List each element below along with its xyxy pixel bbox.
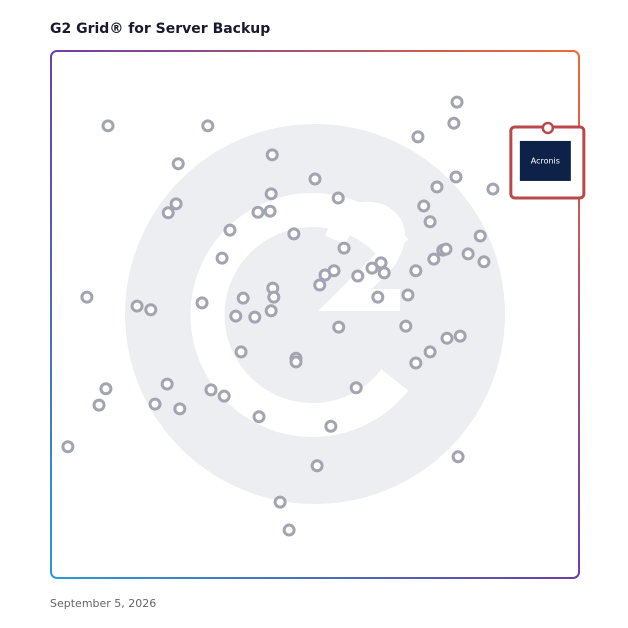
product-dot bbox=[267, 290, 281, 304]
product-dot bbox=[204, 383, 218, 397]
product-dot bbox=[461, 247, 475, 261]
product-dot bbox=[171, 157, 185, 171]
product-dot bbox=[374, 256, 388, 270]
product-dot bbox=[439, 242, 453, 256]
product-dot bbox=[229, 309, 243, 323]
product-dot bbox=[195, 296, 209, 310]
product-dot bbox=[161, 206, 175, 220]
product-dot bbox=[332, 320, 346, 334]
product-dot bbox=[473, 229, 487, 243]
product-dot bbox=[223, 223, 237, 237]
product-dot bbox=[236, 291, 250, 305]
product-dot bbox=[92, 398, 106, 412]
product-dot bbox=[417, 199, 431, 213]
chart-title: G2 Grid® for Server Backup bbox=[50, 21, 270, 37]
product-dot bbox=[411, 130, 425, 144]
product-dot bbox=[427, 252, 441, 266]
product-dot bbox=[377, 266, 391, 280]
product-dot bbox=[351, 269, 365, 283]
product-dot bbox=[264, 304, 278, 318]
product-dot bbox=[215, 251, 229, 265]
product-dot bbox=[234, 345, 248, 359]
product-dot bbox=[324, 419, 338, 433]
product-name: Acronis bbox=[531, 156, 560, 165]
product-dot bbox=[451, 450, 465, 464]
product-dot bbox=[371, 290, 385, 304]
product-dot bbox=[486, 182, 500, 196]
product-dot bbox=[447, 116, 461, 130]
product-dot bbox=[453, 329, 467, 343]
product-dot bbox=[273, 495, 287, 509]
product-dot bbox=[349, 381, 363, 395]
product-dot bbox=[313, 278, 327, 292]
product-logo bbox=[519, 140, 571, 181]
product-dot bbox=[423, 215, 437, 229]
product-dot bbox=[264, 187, 278, 201]
product-dot bbox=[148, 397, 162, 411]
product-dot bbox=[310, 459, 324, 473]
product-dot bbox=[401, 288, 415, 302]
product-dot bbox=[289, 355, 303, 369]
product-dot bbox=[287, 227, 301, 241]
product-dot bbox=[450, 95, 464, 109]
product-dot bbox=[282, 523, 296, 537]
product-dot bbox=[409, 356, 423, 370]
product-dot bbox=[80, 290, 94, 304]
product-dot bbox=[160, 377, 174, 391]
product-dot bbox=[449, 170, 463, 184]
product-dot bbox=[265, 148, 279, 162]
product-dot bbox=[252, 410, 266, 424]
product-dot bbox=[61, 440, 75, 454]
product-dot bbox=[399, 319, 413, 333]
product-dot bbox=[337, 241, 351, 255]
product-dot bbox=[99, 382, 113, 396]
product-dot bbox=[477, 255, 491, 269]
highlight-dot bbox=[541, 121, 555, 135]
product-dot bbox=[101, 119, 115, 133]
product-dot bbox=[331, 191, 345, 205]
product-dot bbox=[308, 172, 322, 186]
product-dot bbox=[365, 261, 379, 275]
product-dot bbox=[201, 119, 215, 133]
product-dot bbox=[130, 299, 144, 313]
product-dot bbox=[248, 310, 262, 324]
product-dot bbox=[423, 345, 437, 359]
product-dot bbox=[430, 180, 444, 194]
product-dot bbox=[169, 197, 183, 211]
product-dot bbox=[173, 402, 187, 416]
product-dot bbox=[263, 204, 277, 218]
footnote: September 5, 2026 bbox=[50, 597, 156, 610]
product-dot bbox=[440, 331, 454, 345]
product-dot bbox=[251, 205, 265, 219]
product-dot bbox=[144, 303, 158, 317]
product-dot bbox=[217, 389, 231, 403]
product-dot bbox=[409, 264, 423, 278]
product-dot bbox=[327, 264, 341, 278]
